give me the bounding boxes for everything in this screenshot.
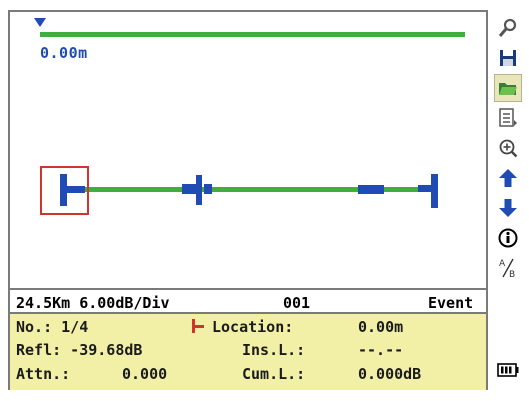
toolbar: A B xyxy=(491,10,525,390)
arrow-up-button[interactable] xyxy=(494,164,522,192)
open-folder-button[interactable] xyxy=(494,74,522,102)
attenuation-value: 0.000 xyxy=(122,365,168,383)
cursor-ab-button[interactable]: A B xyxy=(494,254,522,282)
insertion-loss-value: --.-- xyxy=(358,341,404,359)
event-table-icon xyxy=(499,108,517,127)
cursor-marker-icon[interactable] xyxy=(34,18,46,27)
location-label: Location: xyxy=(212,318,294,336)
setup-tools-icon xyxy=(498,18,517,37)
mode-label[interactable]: Event xyxy=(428,294,474,312)
battery-icon xyxy=(497,363,519,377)
event-map xyxy=(40,166,438,215)
arrow-down-icon xyxy=(499,199,517,217)
event-table-button[interactable] xyxy=(494,104,522,132)
save-icon xyxy=(500,50,516,66)
event-loss-icon[interactable] xyxy=(358,185,384,194)
battery-indicator xyxy=(494,356,522,384)
range-scale: 24.5Km 6.00dB/Div xyxy=(16,294,170,312)
selected-event-box[interactable] xyxy=(40,166,89,215)
trace-area[interactable]: 0.00m xyxy=(10,12,486,288)
event-start-icon[interactable] xyxy=(60,174,85,206)
svg-text:A: A xyxy=(499,259,506,269)
display-frame: 0.00m xyxy=(8,10,488,390)
insertion-loss-label: Ins.L.: xyxy=(242,341,306,359)
attenuation-label: Attn.: xyxy=(16,365,71,383)
info-icon xyxy=(498,228,518,248)
setup-tools-button[interactable] xyxy=(494,14,522,42)
zoom-icon xyxy=(499,139,518,158)
cumulative-loss-value: 0.000dB xyxy=(358,365,422,383)
info-button[interactable] xyxy=(494,224,522,252)
cumulative-loss-label: Cum.L.: xyxy=(242,365,306,383)
distance-readout: 0.00m xyxy=(40,44,88,62)
svg-text:B: B xyxy=(509,270,515,279)
save-button[interactable] xyxy=(494,44,522,72)
cursor-a-b-icon: A B xyxy=(499,258,515,279)
arrow-down-button[interactable] xyxy=(494,194,522,222)
event-info-panel: No.: 1/4 Location: 0.00m Refl: -39.68dB … xyxy=(10,314,486,390)
open-folder-icon xyxy=(499,83,517,95)
event-end-icon[interactable] xyxy=(418,174,438,208)
file-number: 001 xyxy=(283,294,311,312)
status-bar: 24.5Km 6.00dB/Div 001 Event xyxy=(10,288,486,314)
fiber-line xyxy=(80,187,430,192)
reflectance: Refl: -39.68dB xyxy=(16,341,143,359)
overview-trace-line xyxy=(40,32,465,37)
location-value: 0.00m xyxy=(358,318,404,336)
arrow-up-icon xyxy=(499,169,517,187)
zoom-button[interactable] xyxy=(494,134,522,162)
reflective-event-icon xyxy=(192,319,204,333)
event-splice-icon[interactable] xyxy=(182,175,212,205)
event-number: No.: 1/4 xyxy=(16,318,89,336)
